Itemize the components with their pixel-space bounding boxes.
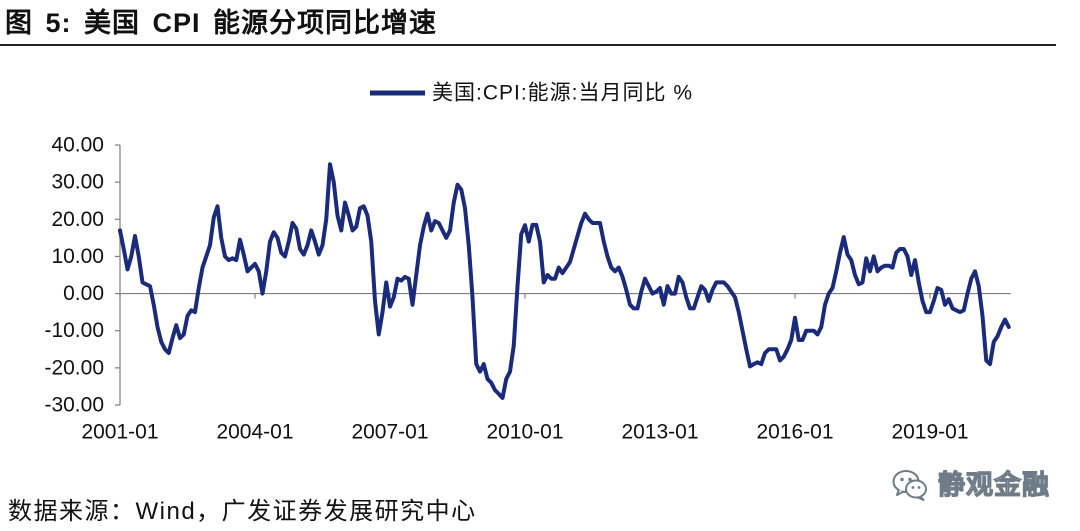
wechat-bubble-small-tail (917, 495, 925, 501)
x-axis-tick-labels: 2001-01 2004-01 2007-01 2010-01 2013-01 … (81, 421, 968, 444)
figure-caption: 图 5: 美国 CPI 能源分项同比增速 (5, 8, 438, 38)
y-tick-label: 30.00 (51, 171, 104, 194)
x-axis-tick-marks (119, 293, 931, 299)
y-tick-label: 10.00 (51, 245, 104, 268)
wechat-eye (908, 477, 912, 482)
caption-divider (0, 44, 1056, 46)
wechat-bubble-small (905, 479, 927, 499)
wechat-bubble-large-tail (896, 489, 904, 496)
x-tick-label: 2001-01 (81, 421, 158, 444)
y-axis-tick-labels: 40.00 30.00 20.00 10.00 0.00 -10.00 -20.… (44, 134, 104, 417)
y-tick-label: 20.00 (51, 208, 104, 231)
series-line (118, 162, 1011, 400)
legend: 美国:CPI:能源:当月同比 % (370, 82, 693, 105)
wechat-eye (911, 486, 915, 489)
y-tick-label: -30.00 (44, 394, 104, 417)
y-tick-label: 40.00 (51, 134, 104, 157)
wechat-icon (892, 470, 927, 501)
wechat-eye (917, 486, 921, 489)
x-tick-label: 2010-01 (486, 421, 563, 444)
x-tick-label: 2016-01 (756, 421, 833, 444)
x-tick-label: 2019-01 (891, 421, 968, 444)
y-tick-label: -10.00 (44, 319, 104, 342)
y-axis-tick-marks (115, 144, 120, 406)
y-tick-label: 0.00 (63, 282, 104, 305)
x-tick-label: 2007-01 (351, 421, 428, 444)
x-tick-label: 2013-01 (621, 421, 698, 444)
watermark: 静观金融 (892, 466, 1050, 504)
data-source-note: 数据来源：Wind，广发证券发展研究中心 (8, 498, 477, 525)
wechat-eye (900, 477, 904, 482)
legend-label: 美国:CPI:能源:当月同比 % (432, 82, 693, 105)
x-tick-label: 2004-01 (216, 421, 293, 444)
y-tick-label: -20.00 (44, 356, 104, 379)
watermark-text: 静观金融 (938, 470, 1050, 501)
